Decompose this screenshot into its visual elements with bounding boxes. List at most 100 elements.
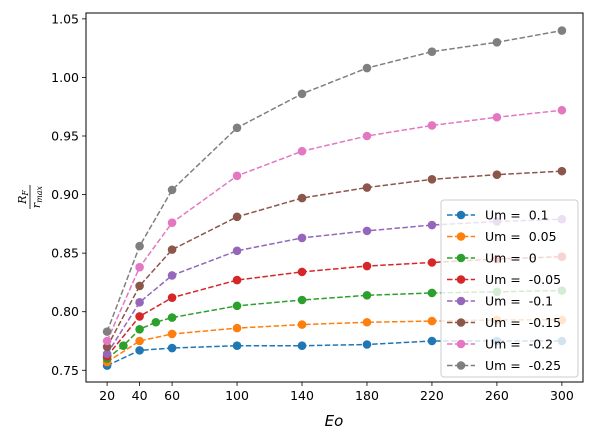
- y-tick-label: 0.90: [51, 187, 79, 202]
- data-point: [297, 295, 307, 305]
- data-point: [492, 170, 502, 179]
- data-point: [427, 47, 437, 56]
- data-point: [427, 336, 437, 346]
- x-tick-label: 100: [225, 388, 249, 403]
- data-point: [362, 183, 372, 192]
- legend-marker: [456, 318, 466, 327]
- data-point: [557, 105, 567, 115]
- y-axis-label-numerator: RF: [16, 190, 30, 205]
- x-tick-label: 40: [132, 388, 148, 403]
- x-tick-label: 20: [99, 388, 115, 403]
- y-tick-label: 0.75: [51, 363, 79, 378]
- data-point: [167, 329, 177, 339]
- legend-label: Um = -0.1: [485, 294, 553, 309]
- x-tick-label: 300: [550, 388, 574, 403]
- data-point: [232, 341, 242, 350]
- data-point: [297, 233, 307, 243]
- data-point: [232, 171, 242, 181]
- data-point: [167, 218, 177, 227]
- data-point: [167, 245, 177, 254]
- data-point: [135, 262, 144, 272]
- data-point: [119, 341, 128, 350]
- plot-frame: [85, 12, 584, 383]
- y-axis-label-denominator: rmax: [30, 185, 44, 208]
- x-axis-label: Eo: [325, 412, 344, 430]
- data-point: [492, 112, 502, 122]
- data-point: [232, 123, 242, 133]
- x-tick-label: 260: [485, 388, 509, 403]
- legend-marker: [456, 296, 466, 306]
- data-point: [362, 340, 372, 349]
- x-tick-label: 140: [290, 388, 314, 403]
- y-axis-ticks: 0.75 0.80 0.85 0.90 0.95 1.00 1.05: [51, 11, 86, 378]
- data-point: [135, 336, 144, 346]
- y-axis-label: RF rmax: [16, 185, 44, 209]
- data-point: [427, 258, 437, 267]
- data-point: [167, 313, 177, 322]
- legend-label: Um = -0.2: [485, 337, 553, 352]
- data-point: [362, 291, 372, 300]
- data-point: [362, 261, 372, 271]
- legend-label: Um = -0.05: [485, 272, 561, 287]
- data-point: [557, 26, 567, 35]
- x-tick-label: 180: [355, 388, 379, 403]
- data-point: [135, 312, 144, 321]
- data-point: [167, 271, 177, 280]
- data-point: [232, 275, 242, 285]
- data-point: [362, 131, 372, 141]
- legend-label: Um = 0: [485, 251, 537, 266]
- legend-label: Um = 0.05: [485, 229, 557, 244]
- y-tick-label: 1.00: [51, 70, 79, 85]
- series-points: [102, 26, 567, 370]
- data-point: [427, 121, 437, 130]
- data-point: [492, 37, 502, 47]
- legend-marker: [456, 339, 466, 349]
- data-point: [135, 298, 144, 307]
- data-point: [362, 226, 372, 236]
- data-point: [232, 301, 242, 311]
- data-point: [427, 175, 437, 184]
- data-point: [362, 317, 372, 327]
- data-point: [297, 341, 307, 350]
- legend-label: Um = 0.1: [485, 208, 549, 223]
- legend-label: Um = -0.25: [485, 358, 561, 373]
- data-point: [232, 323, 242, 333]
- x-tick-label: 60: [164, 388, 180, 403]
- data-point: [102, 327, 112, 336]
- data-point: [297, 193, 307, 203]
- y-tick-label: 0.95: [51, 129, 79, 144]
- data-point: [427, 220, 437, 230]
- legend-marker: [456, 232, 466, 241]
- data-point: [135, 281, 144, 291]
- legend-label: Um = -0.15: [485, 315, 561, 330]
- data-point: [135, 346, 144, 355]
- data-point: [232, 212, 242, 222]
- data-point: [297, 267, 307, 277]
- data-point: [102, 349, 112, 359]
- data-point: [167, 185, 177, 195]
- data-point: [102, 336, 112, 346]
- legend-box: [440, 199, 579, 378]
- data-point: [135, 324, 144, 334]
- data-point: [427, 288, 437, 298]
- data-point: [427, 316, 437, 326]
- x-tick-label: 220: [420, 388, 444, 403]
- legend-marker: [456, 361, 466, 370]
- legend-marker: [456, 275, 466, 284]
- data-point: [167, 343, 177, 353]
- x-axis-ticks: 20 40 60 100 140 180 220 260 300: [99, 382, 574, 403]
- data-point: [297, 320, 307, 329]
- legend-marker: [456, 210, 466, 220]
- y-tick-label: 1.05: [51, 11, 79, 26]
- data-point: [151, 317, 161, 327]
- data-point: [362, 63, 372, 73]
- data-point: [557, 166, 567, 176]
- legend: Um = 0.1 Um = 0.05 Um = 0 Um = -0.05 Um = -0…: [440, 199, 579, 378]
- data-point: [167, 293, 177, 302]
- data-point: [297, 89, 307, 99]
- y-tick-label: 0.80: [51, 304, 79, 319]
- data-point: [297, 146, 307, 156]
- legend-marker: [456, 253, 466, 263]
- data-point: [135, 241, 144, 251]
